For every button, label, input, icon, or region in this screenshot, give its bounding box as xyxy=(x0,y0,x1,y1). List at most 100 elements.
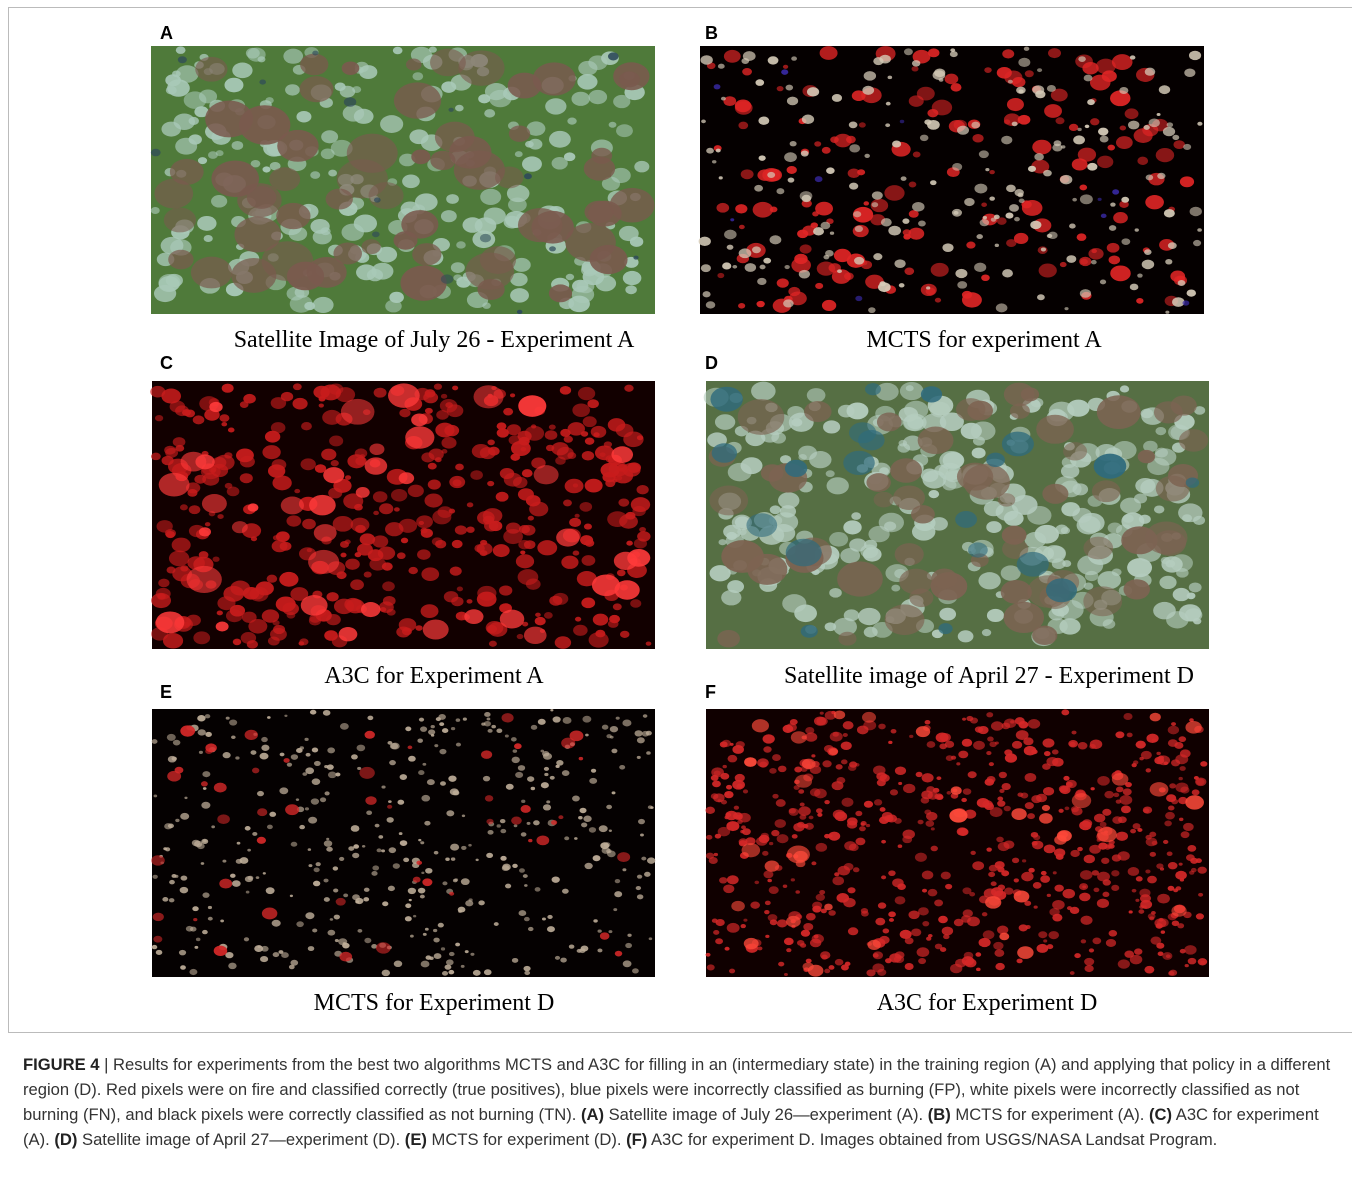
image-texture xyxy=(445,965,452,970)
image-texture xyxy=(528,927,534,931)
image-texture xyxy=(309,495,336,515)
image-texture xyxy=(823,420,840,433)
image-texture xyxy=(862,86,874,95)
image-texture xyxy=(428,463,437,470)
image-texture xyxy=(909,95,924,107)
image-texture xyxy=(649,937,653,940)
image-texture xyxy=(286,515,301,526)
image-texture xyxy=(254,945,263,952)
image-texture xyxy=(342,61,360,75)
image-texture xyxy=(310,710,316,715)
image-texture xyxy=(448,970,454,974)
image-texture xyxy=(812,906,821,913)
image-texture xyxy=(972,861,984,870)
image-texture xyxy=(979,150,989,158)
image-texture xyxy=(440,399,458,413)
image-texture xyxy=(306,753,311,757)
image-texture xyxy=(1054,885,1063,892)
image-texture xyxy=(857,725,869,734)
image-texture xyxy=(529,502,548,517)
image-texture xyxy=(1130,829,1136,834)
image-texture xyxy=(420,726,427,731)
image-texture xyxy=(752,246,761,253)
image-texture xyxy=(423,620,449,640)
image-texture xyxy=(1027,506,1051,525)
image-texture xyxy=(300,458,315,470)
image-texture xyxy=(593,919,597,922)
image-texture xyxy=(405,727,411,732)
image-texture xyxy=(175,405,189,416)
image-texture xyxy=(217,814,230,824)
image-texture xyxy=(904,48,913,55)
image-texture xyxy=(873,253,882,260)
image-texture xyxy=(427,779,435,785)
image-texture xyxy=(457,587,463,592)
image-texture xyxy=(743,919,747,922)
image-texture xyxy=(167,734,176,741)
image-texture xyxy=(450,844,459,851)
image-texture xyxy=(712,443,737,463)
image-texture xyxy=(1068,740,1078,747)
image-texture xyxy=(800,244,812,253)
image-texture xyxy=(435,540,446,549)
image-texture xyxy=(841,759,848,764)
image-texture xyxy=(918,427,954,455)
image-texture xyxy=(311,798,319,804)
image-texture xyxy=(772,754,781,761)
image-texture xyxy=(646,751,651,755)
image-texture xyxy=(201,862,205,865)
image-texture xyxy=(389,760,396,765)
image-texture xyxy=(340,723,349,730)
image-texture xyxy=(1150,782,1169,796)
image-texture xyxy=(276,203,310,229)
image-texture xyxy=(714,853,718,856)
image-texture xyxy=(604,441,612,447)
image-texture xyxy=(997,867,1004,873)
image-texture xyxy=(388,886,395,891)
image-texture xyxy=(547,926,555,932)
image-texture xyxy=(962,718,966,721)
image-texture xyxy=(544,612,553,619)
image-texture xyxy=(1145,522,1188,555)
image-texture xyxy=(367,716,373,721)
image-texture xyxy=(205,714,211,718)
image-texture xyxy=(724,230,737,240)
image-texture xyxy=(1155,448,1168,458)
image-texture xyxy=(489,641,497,647)
image-texture xyxy=(273,952,280,957)
image-texture xyxy=(1017,552,1049,577)
image-texture xyxy=(918,907,929,915)
panel-letter: A xyxy=(160,23,173,43)
image-texture xyxy=(904,401,928,420)
image-texture xyxy=(915,853,927,862)
image-texture xyxy=(487,440,494,446)
image-texture xyxy=(209,402,222,412)
image-texture xyxy=(862,712,876,723)
image-texture xyxy=(558,815,563,819)
image-texture xyxy=(287,763,292,767)
image-texture xyxy=(1008,80,1013,84)
image-texture xyxy=(208,151,218,159)
image-texture xyxy=(798,446,817,461)
image-texture xyxy=(751,382,776,401)
image-texture xyxy=(593,432,599,437)
image-texture xyxy=(519,868,525,873)
image-texture xyxy=(1031,749,1037,754)
image-texture xyxy=(1063,776,1069,781)
image-texture xyxy=(480,189,501,205)
image-texture xyxy=(403,858,409,863)
image-texture xyxy=(837,561,883,596)
image-texture xyxy=(595,275,616,291)
image-texture xyxy=(1168,726,1179,735)
image-texture xyxy=(875,918,885,926)
image-texture xyxy=(990,807,1003,817)
image-texture xyxy=(355,448,368,458)
image-texture xyxy=(506,784,514,790)
image-texture xyxy=(921,386,942,402)
image-texture xyxy=(1030,221,1041,230)
image-texture xyxy=(807,87,819,96)
image-texture xyxy=(924,119,931,125)
panel-image xyxy=(151,46,655,314)
image-texture xyxy=(641,857,646,861)
image-texture xyxy=(402,174,420,188)
